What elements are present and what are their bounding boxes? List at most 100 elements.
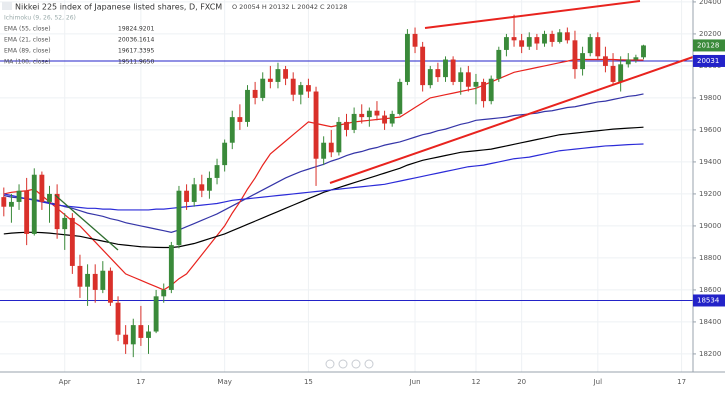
candle-body	[229, 117, 235, 143]
x-tick-label: Jul	[593, 378, 603, 386]
candle-body	[214, 165, 220, 178]
candle-body	[69, 217, 75, 266]
candle-body	[404, 33, 410, 82]
candle-body	[199, 184, 205, 191]
legend-value: 20036.1614	[118, 37, 154, 44]
level-label: 20031	[697, 57, 719, 65]
y-tick-label: 19400	[699, 158, 721, 166]
x-tick-label: May	[217, 378, 231, 386]
candle-body	[580, 53, 586, 70]
y-tick-label: 19800	[699, 94, 721, 102]
candle-body	[572, 40, 578, 70]
x-tick-label: Apr	[59, 378, 71, 386]
candle-body	[534, 37, 540, 44]
candle-body	[344, 121, 349, 130]
level-label: 18534	[697, 296, 720, 304]
grid	[0, 0, 693, 372]
candle-body	[191, 184, 197, 202]
candle-body	[176, 190, 182, 246]
indicator-label: Ichimoku (9, 26, 52, 26)	[4, 15, 76, 22]
candle-body	[115, 302, 121, 335]
candle-body	[275, 69, 281, 82]
candle-body	[625, 59, 631, 65]
x-tick-label: 17	[677, 378, 686, 386]
candle-body	[557, 32, 563, 42]
last-price-label: 20128	[697, 41, 719, 49]
candle-body	[427, 69, 433, 86]
candle-body	[336, 121, 342, 153]
y-tick-label: 20400	[699, 0, 721, 6]
candle-body	[496, 49, 502, 79]
candle-body	[267, 78, 273, 82]
candle-body	[511, 37, 517, 41]
candle-body	[465, 72, 471, 87]
zoom-button[interactable]	[351, 359, 361, 369]
y-tick-label: 18400	[699, 318, 721, 326]
candle-body	[31, 174, 37, 234]
candle-body	[519, 40, 525, 47]
candle-body	[283, 69, 289, 79]
candle-body	[488, 78, 494, 102]
y-tick-label: 19200	[699, 190, 721, 198]
zoom-button[interactable]	[338, 359, 348, 369]
candle-body	[503, 37, 509, 50]
candle-body	[153, 296, 159, 332]
candle-body	[610, 65, 616, 82]
candle-body	[412, 33, 418, 47]
candle-body	[313, 91, 319, 159]
zoom-button[interactable]	[364, 359, 374, 369]
candle-body	[77, 265, 83, 287]
candle-body	[473, 81, 479, 87]
candle-body	[389, 113, 395, 124]
y-tick-label: 19000	[699, 222, 721, 230]
candle-body	[54, 193, 60, 230]
candle-body	[245, 89, 250, 122]
candle-body	[351, 113, 357, 130]
candle-body	[526, 37, 532, 47]
legend-label: EMA (89, close)	[4, 48, 51, 55]
candle-body	[435, 69, 441, 78]
candle-body	[305, 85, 311, 92]
candle-body	[549, 33, 555, 42]
legend-value: 19617.3395	[118, 48, 154, 55]
candle-body	[62, 217, 68, 230]
candle-body	[206, 177, 212, 191]
chart-title: Nikkei 225 index of Japanese listed shar…	[15, 3, 222, 12]
legend-label: MA (100, close)	[4, 59, 51, 66]
y-tick-label: 20200	[699, 30, 721, 38]
candle-body	[184, 190, 190, 202]
candle-body	[85, 273, 91, 287]
x-tick-label: 17	[136, 378, 145, 386]
candle-body	[138, 325, 144, 338]
resistance-trendline	[424, 0, 641, 29]
zoom-button[interactable]	[325, 359, 335, 369]
candle-body	[458, 72, 464, 82]
candle-body	[587, 37, 593, 54]
zoom-controls[interactable]	[325, 359, 374, 369]
level-label-box	[693, 54, 725, 67]
candle-body	[260, 78, 266, 98]
candle-body	[420, 46, 426, 86]
candle-body	[359, 113, 365, 118]
candle-body	[39, 174, 45, 202]
candle-body	[161, 289, 167, 297]
candle-body	[602, 56, 608, 66]
candle-body	[47, 193, 52, 202]
candle-body	[374, 110, 380, 116]
candle-body	[382, 115, 388, 124]
level-label-box	[693, 294, 725, 307]
candle-body	[24, 190, 30, 234]
legend: Nikkei 225 index of Japanese listed shar…	[2, 2, 347, 66]
y-tick-label: 19600	[699, 126, 721, 134]
candle-body	[290, 78, 296, 95]
candle-body	[123, 334, 129, 345]
candle-body	[481, 81, 487, 102]
y-axis: 18200 18400 18600 18800 19000 19200 19400 19600…	[59, 0, 725, 386]
candle-body	[1, 197, 7, 207]
legend-label: EMA (21, close)	[4, 37, 51, 44]
candle-body	[168, 245, 174, 290]
x-tick-label: Jun	[409, 378, 421, 386]
candle-body	[8, 201, 14, 207]
